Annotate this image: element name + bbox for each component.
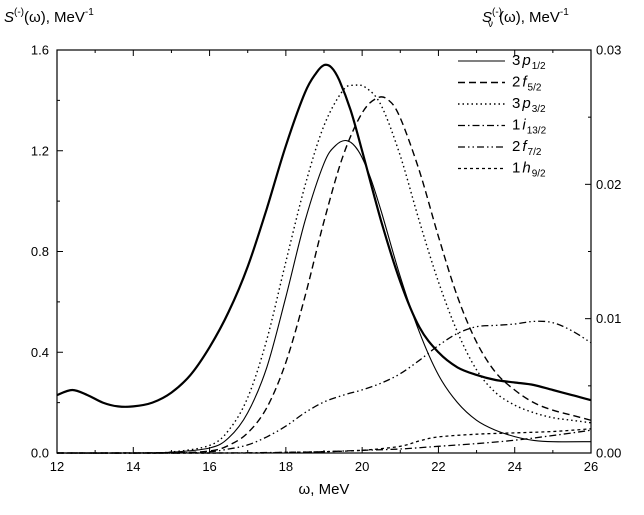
x-axis-title: ω, MeV xyxy=(299,481,350,498)
series-line-5 xyxy=(56,320,592,454)
chart-axis-titles: ω, MeV S(-)(ω), MeV-1 S(-) ν (ω), MeV-1 xyxy=(4,7,569,498)
legend-label: 1 h9/2 xyxy=(512,160,546,180)
x-tick-label: 22 xyxy=(431,459,445,474)
chart-series-group xyxy=(56,63,592,454)
legend-label: 3 p1/2 xyxy=(512,52,546,72)
legend-label: 2 f5/2 xyxy=(512,74,542,94)
legend-label: 3 p3/2 xyxy=(512,95,546,115)
series-line-6 xyxy=(56,428,592,454)
y-right-tick-label: 0.02 xyxy=(596,177,621,192)
x-tick-label: 12 xyxy=(50,459,64,474)
legend-label: 1 i13/2 xyxy=(512,117,547,137)
x-tick-label: 18 xyxy=(279,459,293,474)
x-tick-label: 16 xyxy=(202,459,216,474)
y-right-tick-label: 0.00 xyxy=(596,446,621,461)
series-line-1 xyxy=(56,139,592,454)
series-line-2 xyxy=(56,84,592,454)
y-left-tick-label: 1.6 xyxy=(31,43,49,58)
y-right-tick-label: 0.01 xyxy=(596,311,621,326)
y-left-tick-label: 0.4 xyxy=(31,345,49,360)
y-left-axis-title: S(-)(ω), MeV-1 xyxy=(4,7,94,26)
series-line-0 xyxy=(56,63,592,408)
y-left-tick-label: 1.2 xyxy=(31,143,49,158)
chart-axes: 12 14 16 18 20 22 24 26 0.0 0.4 0.8 1.2 1.6 0.00 0.01 0… xyxy=(31,43,621,475)
chart-legend: 3 p1/22 f5/23 p3/21 i13/22 f7/21 h9/2 xyxy=(458,52,547,180)
x-tick-label: 24 xyxy=(507,459,521,474)
y-right-axis-title: S(-) ν (ω), MeV-1 xyxy=(482,7,569,30)
x-tick-label: 20 xyxy=(355,459,369,474)
y-left-tick-label: 0.8 xyxy=(31,244,49,259)
x-tick-label: 14 xyxy=(126,459,140,474)
y-left-tick-label: 0.0 xyxy=(31,446,49,461)
series-line-3 xyxy=(56,96,592,454)
y-right-tick-label: 0.03 xyxy=(596,43,621,58)
legend-label: 2 f7/2 xyxy=(512,138,542,158)
x-tick-label: 26 xyxy=(584,459,598,474)
plot-frame xyxy=(56,49,592,454)
series-line-4 xyxy=(56,429,592,454)
